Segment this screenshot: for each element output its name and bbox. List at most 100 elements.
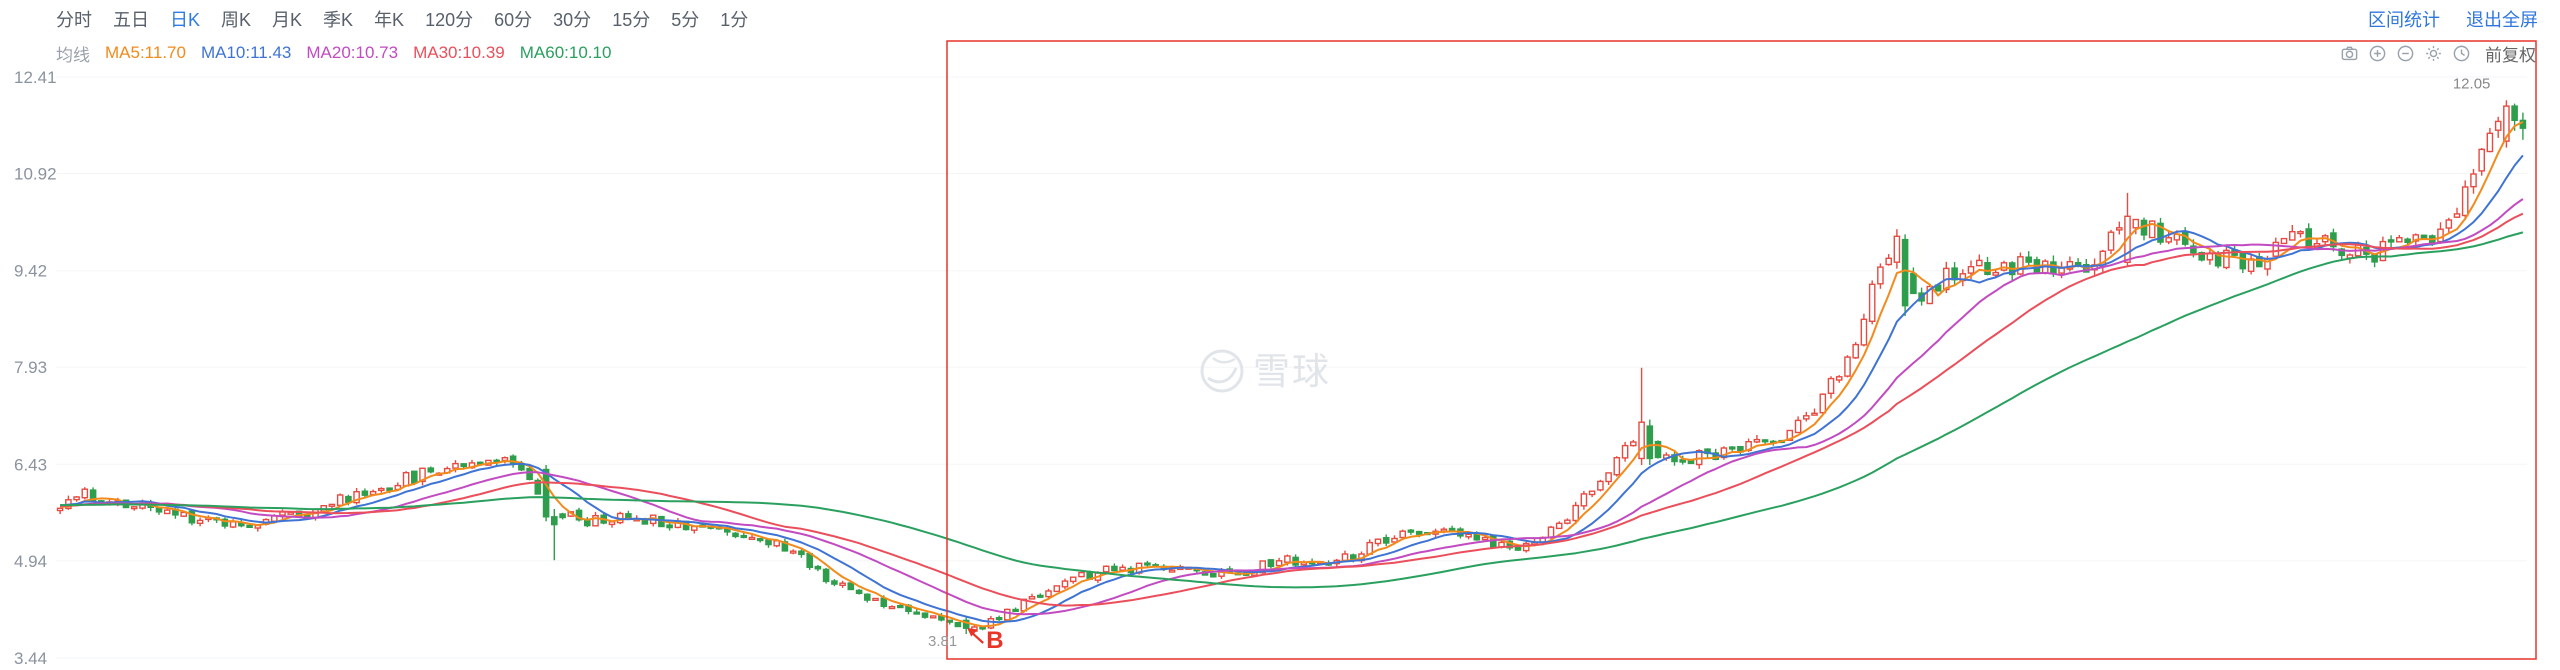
period-tab-12[interactable]: 1分 [720, 10, 749, 30]
candle [921, 612, 929, 618]
candle [1069, 576, 1077, 583]
candle [855, 589, 863, 595]
period-tab-4[interactable]: 月K [272, 10, 303, 30]
candle [155, 507, 163, 513]
candle [386, 487, 393, 492]
candle [995, 617, 1003, 621]
candle [1580, 493, 1588, 507]
candle [1572, 504, 1579, 522]
period-tab-0[interactable]: 分时 [56, 10, 92, 30]
candle [732, 532, 739, 538]
candle [2494, 120, 2502, 131]
settings-icon[interactable] [2424, 44, 2443, 63]
screenshot-icon[interactable] [2340, 44, 2359, 63]
period-tab-6[interactable]: 年K [374, 10, 405, 30]
period-tab-11[interactable]: 5分 [671, 10, 700, 30]
candle [880, 597, 888, 607]
candle [56, 507, 64, 512]
candle [1284, 555, 1291, 563]
candle [2297, 230, 2304, 235]
candle [1786, 429, 1794, 442]
adjust-mode-label[interactable]: 前复权 [2485, 45, 2536, 65]
candle [411, 470, 418, 484]
range-stats-link[interactable]: 区间统计 [2368, 10, 2440, 30]
candle [814, 565, 822, 570]
candle [130, 506, 138, 510]
ma30-line [60, 212, 2524, 607]
candle [361, 490, 369, 496]
candle [534, 479, 542, 495]
candle [888, 606, 896, 610]
y-axis-label: 3.44 [14, 649, 47, 668]
candle [2272, 241, 2280, 257]
candle [2198, 251, 2206, 261]
candle [1119, 566, 1126, 571]
candle [864, 593, 871, 601]
candle [2148, 220, 2156, 239]
chart-toolbar: 分时 五日 日K 周K 月K 季K 年K 120分 60分 30分 15分 5分 1分 区间统计 退出全… [56, 0, 2538, 38]
candle [81, 488, 89, 499]
candle [954, 622, 962, 628]
candle [246, 524, 253, 528]
candle [1910, 273, 1917, 295]
range-selection-box[interactable] [946, 40, 2537, 660]
candle [353, 491, 360, 504]
candle [1448, 527, 1456, 531]
history-icon[interactable] [2452, 44, 2471, 63]
candle [328, 503, 336, 507]
candle [2025, 256, 2032, 263]
candle [1382, 537, 1390, 544]
candle [509, 455, 517, 465]
candle [2115, 227, 2123, 231]
candle [1102, 565, 1110, 573]
candle [1679, 459, 1686, 463]
period-tab-5[interactable]: 季K [323, 10, 354, 30]
candle [2206, 252, 2214, 261]
exit-fullscreen-link[interactable]: 退出全屏 [2466, 10, 2538, 30]
gridlines [56, 76, 2527, 659]
candle [929, 615, 937, 619]
period-tab-3[interactable]: 周K [221, 10, 252, 30]
ma-layer [59, 121, 2524, 628]
candle [2387, 239, 2395, 243]
zoom-out-icon[interactable] [2396, 44, 2415, 63]
candle [1111, 565, 1118, 572]
candle [1852, 343, 1859, 359]
y-axis-label: 10.92 [14, 165, 57, 184]
candle [2338, 248, 2346, 257]
period-tab-8[interactable]: 60分 [494, 10, 533, 30]
candle [1975, 259, 1983, 267]
ma-legend-title: 均线 [56, 45, 90, 65]
ma-legend-item: MA30:10.39 [413, 43, 505, 62]
candle [2395, 236, 2403, 243]
y-axis-label: 9.42 [14, 262, 47, 281]
candle [460, 463, 468, 468]
period-tab-1[interactable]: 五日 [113, 10, 149, 30]
y-axis-label: 7.93 [14, 358, 47, 377]
candle [2280, 237, 2288, 245]
candle [1555, 522, 1563, 530]
candle [180, 511, 188, 517]
candle [1407, 529, 1415, 533]
candle [2503, 105, 2510, 142]
candle [501, 457, 509, 462]
candle [1811, 412, 1818, 416]
candle [1794, 419, 1802, 434]
period-tab-7[interactable]: 120分 [425, 10, 474, 30]
candle [913, 611, 920, 615]
candle [1613, 457, 1621, 476]
period-tab-9[interactable]: 30分 [553, 10, 592, 30]
max-price-label: 12.05 [2453, 75, 2491, 92]
period-tab-2[interactable]: 日K [170, 10, 201, 30]
zoom-in-icon[interactable] [2368, 44, 2387, 63]
candle [666, 524, 673, 529]
candle [1341, 553, 1349, 562]
candle [427, 467, 435, 473]
candle [1267, 559, 1275, 568]
candle [2223, 249, 2230, 269]
y-axis-label: 12.41 [14, 68, 57, 87]
ma-legend-item: MA5:11.70 [105, 43, 186, 62]
candle [2247, 258, 2255, 273]
period-tab-10[interactable]: 15分 [612, 10, 651, 30]
